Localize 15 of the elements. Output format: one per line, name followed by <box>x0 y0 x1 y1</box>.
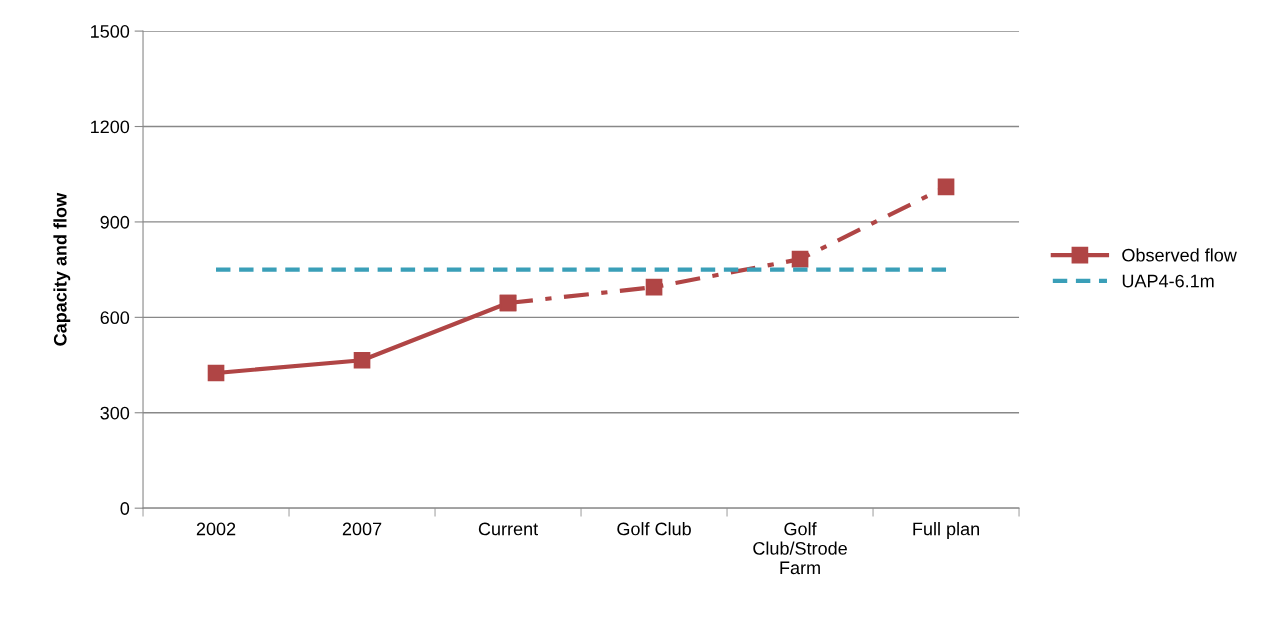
y-axis-title: Capacity and flow <box>53 192 71 346</box>
legend-label: UAP4-6.1m <box>1122 274 1214 288</box>
y-tick-label: 1500 <box>91 25 130 38</box>
x-tick-label: Golf Club/Strode Farm <box>753 522 847 575</box>
y-tick-label: 600 <box>100 311 130 325</box>
x-tick-label: 2007 <box>342 522 382 536</box>
legend-label: Observed flow <box>1122 248 1237 262</box>
y-tick-label: 1200 <box>91 120 130 134</box>
y-tick-label: 300 <box>100 406 130 420</box>
y-tick-label: 0 <box>120 502 130 515</box>
x-tick-label: Current <box>478 522 539 536</box>
y-tick-label: 900 <box>100 215 130 229</box>
x-tick-label: 2002 <box>196 522 236 536</box>
x-tick-label: Full plan <box>913 522 979 539</box>
x-tick-label: Golf Club <box>617 522 691 536</box>
